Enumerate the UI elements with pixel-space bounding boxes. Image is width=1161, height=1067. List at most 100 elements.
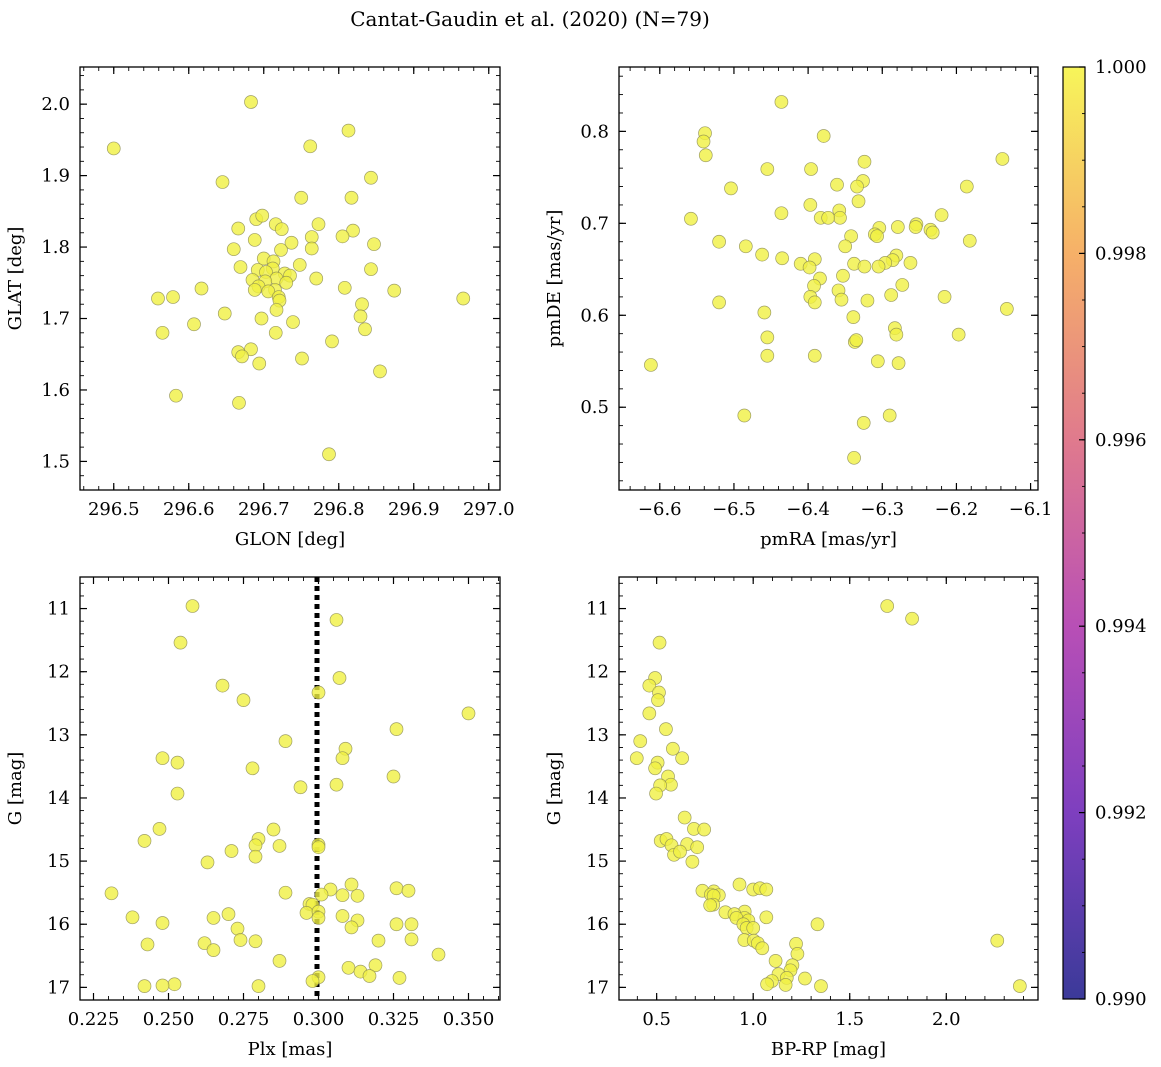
- scatter-point: [272, 839, 287, 853]
- scatter-point: [461, 706, 476, 721]
- scatter-point: [778, 977, 793, 992]
- scatter-point: [389, 917, 404, 932]
- colorbar-bar: [1062, 66, 1086, 1000]
- x-tick-label: −6.1: [1009, 499, 1053, 520]
- scatter-point: [774, 95, 789, 109]
- scatter-point: [629, 751, 644, 766]
- scatter-point: [757, 305, 772, 320]
- scatter-point: [254, 311, 269, 326]
- scatter-point: [261, 284, 276, 299]
- scatter-point: [224, 844, 239, 858]
- scatter-point: [350, 888, 365, 903]
- scatter-point: [807, 348, 822, 363]
- scatter-point: [104, 886, 119, 901]
- scatter-point: [895, 278, 910, 292]
- scatter-point: [959, 179, 974, 194]
- scatter-point: [155, 751, 170, 766]
- scatter-point: [697, 822, 712, 837]
- scatter-point: [231, 221, 246, 236]
- y-tick-label: 15: [47, 851, 70, 872]
- scatter-point: [1012, 979, 1027, 993]
- x-tick-label: 0.350: [443, 1009, 495, 1030]
- scatter-point: [849, 333, 864, 347]
- y-tick-label: 1.6: [41, 380, 70, 401]
- scatter-point: [732, 877, 747, 892]
- panel-plx-g: 0.225 0.250 0.275 0.300 0.325 0.350 11 12 13 14 15…: [5, 576, 501, 1060]
- scatter-point: [666, 741, 680, 756]
- scatter-point: [137, 979, 152, 993]
- scatter-point: [341, 960, 356, 975]
- colorbar-tick-label: 0.998: [1095, 243, 1147, 264]
- y-tick-label: 16: [47, 914, 70, 935]
- y-tick-label: 12: [47, 662, 70, 683]
- scatter-point: [962, 233, 977, 248]
- scatter-point: [644, 358, 658, 372]
- scatter-point: [329, 613, 344, 627]
- scatter-point: [244, 342, 258, 357]
- scatter-point: [803, 198, 818, 212]
- scatter-point: [798, 971, 812, 986]
- scatter-point: [344, 920, 359, 935]
- scatter-point: [995, 152, 1010, 166]
- scatter-point: [738, 239, 753, 254]
- scatter-point: [286, 315, 300, 329]
- x-tick-label: 1.5: [835, 1009, 864, 1030]
- x-tick-label: 0.325: [368, 1009, 420, 1030]
- y-tick-label: 1.5: [41, 451, 70, 472]
- scatter-point: [850, 179, 864, 194]
- scatter-point: [802, 260, 817, 275]
- scatter-point: [170, 786, 185, 801]
- scatter-point: [905, 611, 919, 626]
- y-tick-label: 17: [47, 977, 70, 998]
- scatter-point: [311, 685, 326, 700]
- scatter-point: [937, 290, 952, 304]
- scatter-point: [106, 141, 121, 156]
- scatter-point: [857, 154, 872, 169]
- scatter-point: [882, 408, 897, 423]
- y-tick-label: 0.8: [580, 121, 609, 142]
- scatter-point: [724, 181, 738, 196]
- scatter-point: [185, 599, 200, 613]
- scatter-point: [232, 395, 246, 410]
- scatter-point: [303, 139, 318, 154]
- scatter-point: [251, 979, 266, 993]
- scatter-point: [431, 947, 446, 962]
- panel-glon-glat: 296.5 296.6 296.7 296.8 296.9 297.0 1.5 1.6 1.7 1…: [5, 66, 515, 550]
- y-tick-label: 17: [586, 977, 609, 998]
- scatter-point: [309, 271, 324, 286]
- x-tick-label: −6.4: [786, 499, 830, 520]
- x-tick-label: 1.0: [739, 1009, 768, 1030]
- scatter-point: [368, 958, 383, 973]
- scatter-point: [215, 678, 230, 693]
- scatter-point: [387, 283, 402, 298]
- x-tick-label: 296.6: [163, 499, 215, 520]
- colorbar-tick-label: 0.994: [1095, 616, 1147, 637]
- scatter-point: [760, 348, 775, 363]
- y-tick-label: 1.9: [41, 166, 70, 187]
- scatter-point: [373, 364, 387, 379]
- scatter-point: [737, 408, 752, 423]
- scatter-point: [889, 327, 904, 342]
- scatter-point: [649, 786, 663, 801]
- scatter-point: [810, 917, 825, 932]
- scatter-point: [833, 210, 847, 225]
- y-tick-label: 0.5: [580, 397, 609, 418]
- scatter-point: [155, 325, 170, 340]
- scatter-point: [233, 933, 248, 947]
- scatter-point: [311, 911, 326, 925]
- x-tick-label: 297.0: [463, 499, 515, 520]
- x-axis-label: Plx [mas]: [248, 1039, 333, 1060]
- axes-frame: [618, 66, 1039, 491]
- scatter-point: [311, 217, 326, 232]
- scatter-point: [775, 251, 790, 266]
- y-tick-label: 0.7: [580, 213, 609, 234]
- scatter-point: [844, 229, 858, 244]
- scatter-point: [871, 259, 886, 274]
- y-tick-label: 12: [586, 662, 609, 683]
- scatter-point: [648, 761, 662, 776]
- scatter-point: [857, 259, 872, 274]
- scatter-point: [335, 888, 350, 903]
- scatter-point: [274, 222, 289, 237]
- scatter-point: [233, 260, 248, 274]
